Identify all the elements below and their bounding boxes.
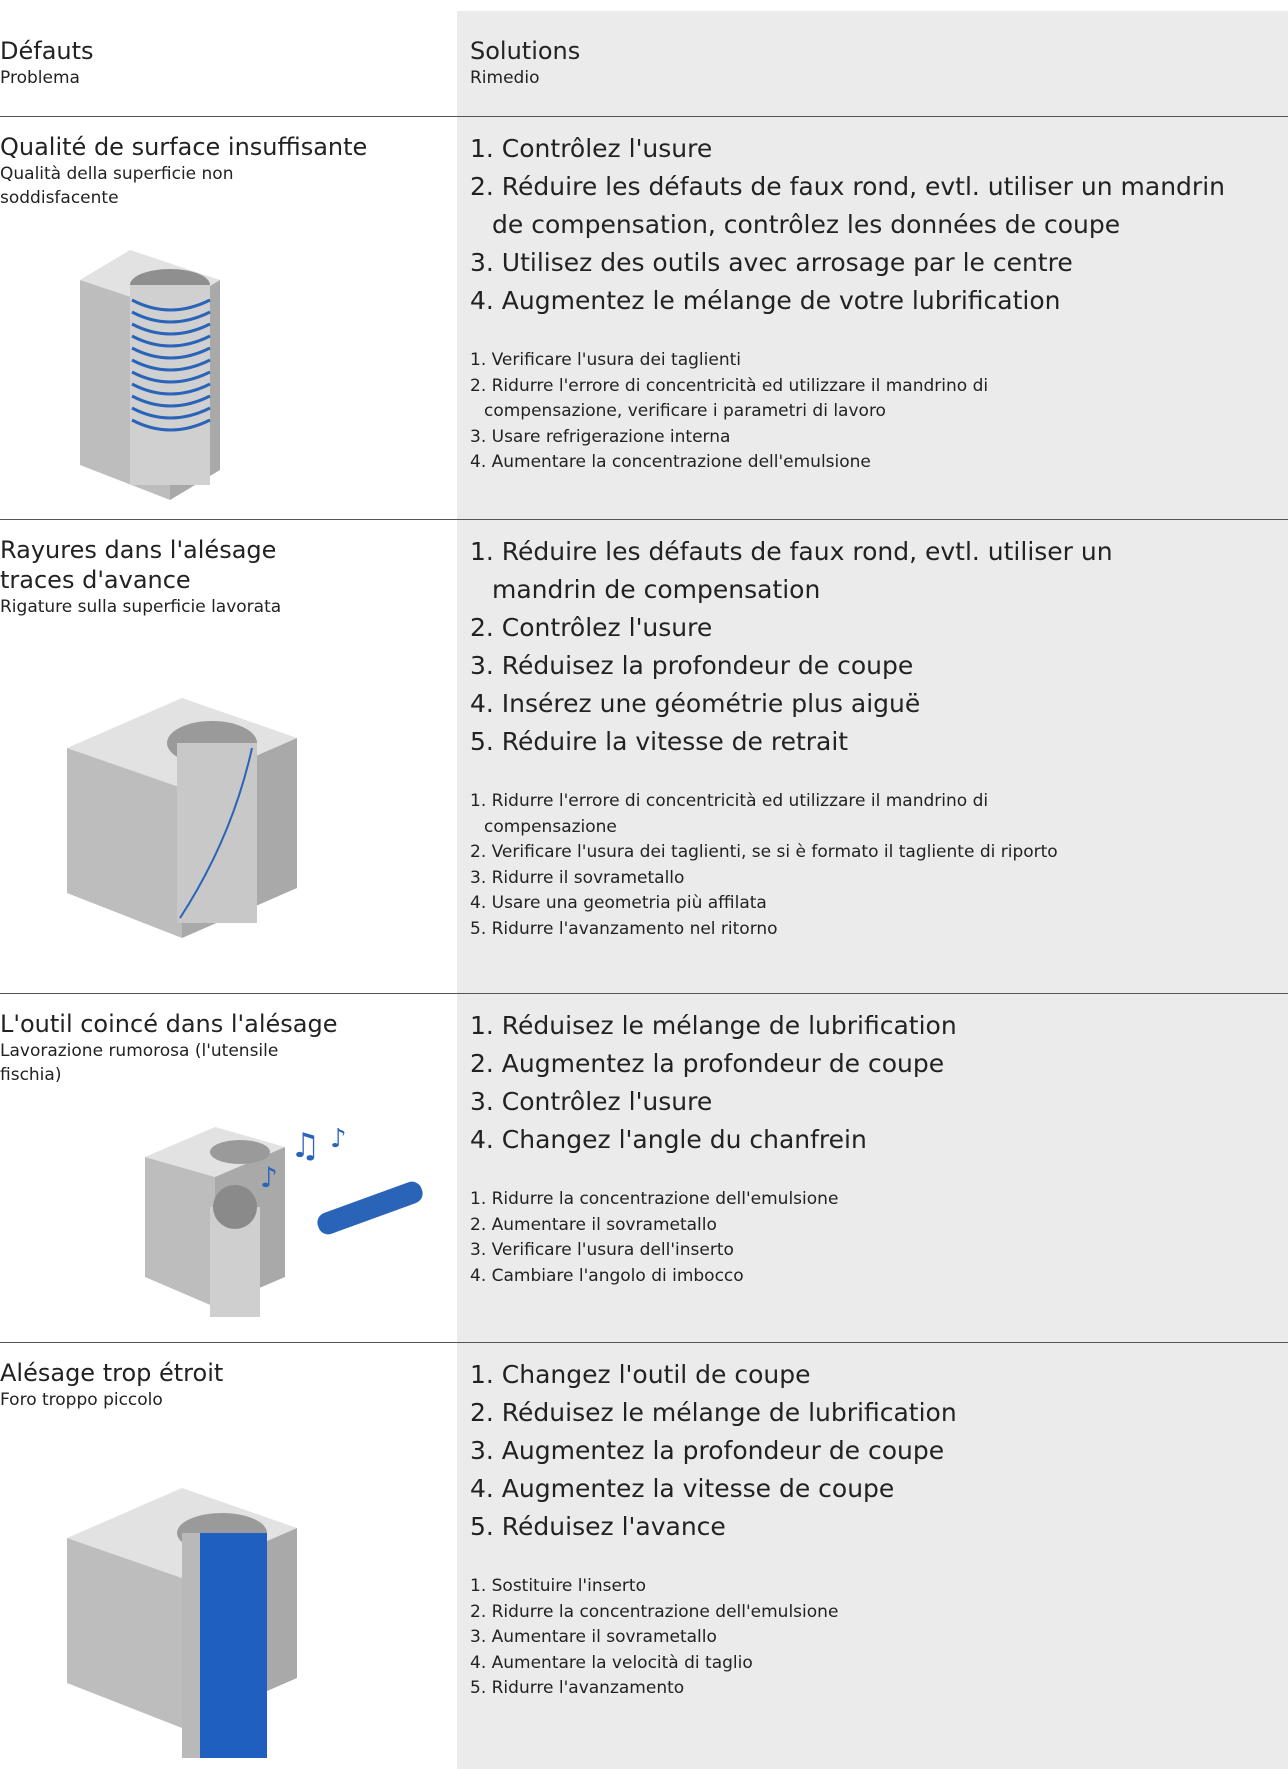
solution-item: 3. Augmentez la profondeur de coupe (470, 1436, 945, 1465)
solution-item: 4. Augmentez la vitesse de coupe (470, 1474, 895, 1503)
illustration-scratches (67, 698, 297, 938)
solutions-cell: 1. Réduire les défauts de faux rond, evt… (470, 533, 1285, 942)
solutions-it: 1. Sostituire l'inserto 2. Ridurre la con… (470, 1574, 1285, 1702)
defect-title: Qualité de surface insuffisante (0, 133, 368, 161)
defect-cell: Qualité de surface insuffisante Qualità d… (0, 132, 450, 210)
solution-item: 3. Ridurre il sovrametallo (470, 867, 685, 888)
row-divider (0, 1342, 1288, 1343)
defect-cell: Rayures dans l'alésage traces d'avance Ri… (0, 535, 450, 619)
solution-item: 4. Augmentez le mélange de votre lubrifi… (470, 286, 1061, 315)
solution-item: 1. Verificare l'usura dei taglienti (470, 350, 741, 370)
solution-item: 4. Changez l'angle du chanfrein (470, 1125, 867, 1154)
solution-item: 3. Contrôlez l'usure (470, 1087, 713, 1116)
defect-subtitle: Qualità della superficie non soddisfacen… (0, 164, 234, 208)
solution-item: 3. Usare refrigerazione interna (470, 426, 731, 447)
defect-subtitle: Rigature sulla superficie lavorata (0, 597, 282, 617)
solution-item: 3. Réduisez la profondeur de coupe (470, 651, 914, 680)
header-subtitle: Problema (0, 68, 80, 88)
solution-item: 3. Utilisez des outils avec arrosage par… (470, 248, 1073, 277)
solutions-it: 1. Verificare l'usura dei taglienti 2. Ri… (470, 348, 1285, 476)
solution-item: 2. Augmentez la profondeur de coupe (470, 1049, 945, 1078)
solution-item: 2. Réduisez le mélange de lubrification (470, 1398, 957, 1427)
solution-item: 1. Ridurre la concentrazione dell'emulsi… (470, 1189, 839, 1209)
solution-item: 2. Contrôlez l'usure (470, 613, 713, 642)
solutions-fr: 1. Changez l'outil de coupe 2. Réduisez l… (470, 1356, 1285, 1546)
header-solutions: Solutions Rimedio (470, 36, 580, 90)
solution-item: 2. Ridurre l'errore di concentricità ed … (470, 375, 989, 422)
solution-item: 2. Aumentare il sovrametallo (470, 1214, 717, 1235)
header-title: Défauts (0, 37, 94, 65)
row-divider (0, 116, 1288, 117)
solutions-it: 1. Ridurre l'errore di concentricità ed … (470, 789, 1285, 942)
defect-cell: L'outil coincé dans l'alésage Lavorazione… (0, 1009, 450, 1087)
solutions-cell: 1. Réduisez le mélange de lubrification 2… (470, 1007, 1285, 1289)
defect-title: Rayures dans l'alésage traces d'avance (0, 536, 277, 594)
defect-subtitle: Lavorazione rumorosa (l'utensile fischia… (0, 1041, 279, 1085)
solution-item: 1. Ridurre l'errore di concentricità ed … (470, 791, 989, 837)
solution-item: 3. Aumentare il sovrametallo (470, 1627, 717, 1647)
solutions-column-background (457, 11, 1288, 1769)
defect-title: L'outil coincé dans l'alésage (0, 1010, 338, 1038)
solution-item: 2. Ridurre la concentrazione dell'emulsi… (470, 1601, 839, 1622)
solution-item: 2. Verificare l'usura dei taglienti, se … (470, 842, 1058, 862)
header-defects: Défauts Problema (0, 36, 94, 90)
solution-item: 4. Insérez une géométrie plus aiguë (470, 689, 921, 718)
solutions-cell: 1. Changez l'outil de coupe 2. Réduisez l… (470, 1356, 1285, 1702)
solutions-it: 1. Ridurre la concentrazione dell'emulsi… (470, 1187, 1285, 1289)
solution-item: 4. Usare una geometria più affilata (470, 893, 767, 913)
defect-title: Alésage trop étroit (0, 1359, 224, 1387)
solution-item: 5. Réduisez l'avance (470, 1512, 726, 1541)
solution-item: 1. Réduisez le mélange de lubrification (470, 1011, 957, 1040)
solution-item: 5. Ridurre l'avanzamento nel ritorno (470, 918, 778, 939)
defect-cell: Alésage trop étroit Foro troppo piccolo (0, 1358, 450, 1412)
solution-item: 1. Réduire les défauts de faux rond, evt… (470, 537, 1113, 604)
solutions-cell: 1. Contrôlez l'usure 2. Réduire les défau… (470, 130, 1285, 476)
solution-item: 1. Contrôlez l'usure (470, 134, 713, 163)
illustration-tool: ♪ ♫ ♪ (145, 1124, 423, 1317)
illustration-narrow (67, 1488, 297, 1758)
header-subtitle: Rimedio (470, 68, 540, 88)
solution-item: 3. Verificare l'usura dell'inserto (470, 1240, 734, 1260)
solutions-fr: 1. Réduisez le mélange de lubrification 2… (470, 1007, 1285, 1159)
solutions-fr: 1. Réduire les défauts de faux rond, evt… (470, 533, 1285, 761)
solution-item: 1. Sostituire l'inserto (470, 1576, 646, 1596)
solution-item: 4. Aumentare la concentrazione dell'emul… (470, 452, 871, 472)
row-divider (0, 519, 1288, 520)
solution-item: 5. Ridurre l'avanzamento (470, 1678, 685, 1698)
svg-text:♪: ♪ (330, 1124, 347, 1154)
solution-item: 1. Changez l'outil de coupe (470, 1360, 811, 1389)
solution-item: 2. Réduire les défauts de faux rond, evt… (470, 172, 1225, 239)
solution-item: 5. Réduire la vitesse de retrait (470, 727, 849, 756)
solutions-fr: 1. Contrôlez l'usure 2. Réduire les défau… (470, 130, 1285, 320)
header-title: Solutions (470, 37, 581, 65)
svg-text:♪: ♪ (260, 1161, 278, 1194)
solution-item: 4. Aumentare la velocità di taglio (470, 1652, 753, 1673)
svg-text:♫: ♫ (290, 1126, 320, 1166)
illustration-surface (80, 250, 220, 500)
solution-item: 4. Cambiare l'angolo di imbocco (470, 1265, 744, 1286)
defect-subtitle: Foro troppo piccolo (0, 1390, 163, 1410)
row-divider (0, 993, 1288, 994)
